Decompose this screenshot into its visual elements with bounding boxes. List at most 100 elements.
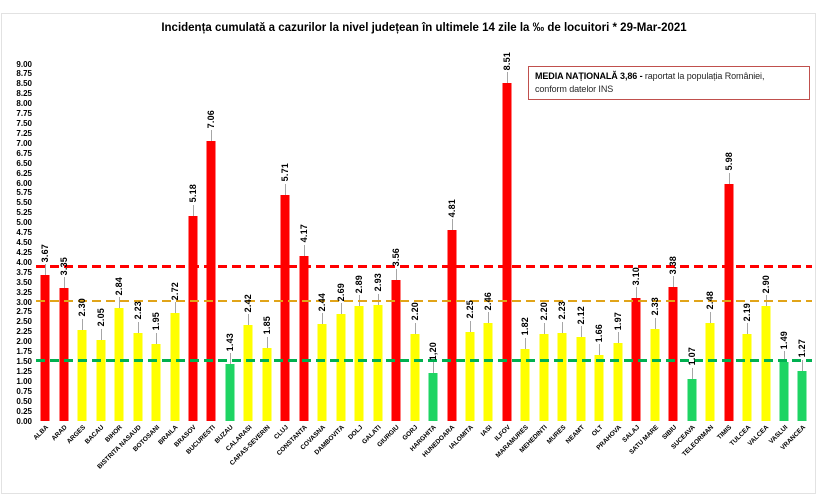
bar-value-label: 3.56 <box>391 248 402 267</box>
bar-value-label: 1.27 <box>797 339 808 358</box>
national-average-line1: MEDIA NAȚIONALĂ 3,86 - raportat la popul… <box>535 70 803 83</box>
y-axis-tick: 2.00 <box>16 337 32 347</box>
bar-column-timis: 5.98 TIMIS <box>716 64 737 441</box>
bar <box>280 194 290 421</box>
y-axis-tick: 0.50 <box>16 396 32 406</box>
y-axis-tick: 3.75 <box>16 267 32 277</box>
bar-value-label: 1.66 <box>594 323 605 343</box>
label-leader-line <box>710 311 712 323</box>
bar <box>262 347 272 421</box>
label-leader-line <box>248 314 250 326</box>
y-axis-tick: 2.50 <box>16 317 32 327</box>
label-leader-line <box>488 312 490 324</box>
bar <box>133 332 143 421</box>
y-axis-tick: 1.75 <box>16 347 32 357</box>
bar <box>687 378 697 421</box>
bar-value-label: 2.12 <box>575 305 586 324</box>
bar <box>188 215 198 421</box>
chart-title: Incidența cumulată a cazurilor la nivel … <box>161 22 687 34</box>
bar-column-salaj: 3.10 SALAJ <box>621 64 645 444</box>
bar-column-bistrita-nasaud: 2.23 BISTRITA NASAUD <box>96 64 146 470</box>
label-leader-line <box>229 353 231 365</box>
bar <box>465 331 475 421</box>
bar-column-tulcea: 2.19 TULCEA <box>728 64 756 448</box>
bar-column-maramures: 1.82 MARAMURES <box>495 64 534 459</box>
y-axis-tick: 8.75 <box>16 69 32 79</box>
bar-value-label: 5.98 <box>723 152 734 171</box>
y-axis-tick: 8.50 <box>16 79 32 89</box>
bar-column-braila: 2.72 BRAILA <box>157 64 183 447</box>
y-axis-tick: 2.25 <box>16 327 32 337</box>
bar-column-harghita: 1,20 HARGHITA <box>409 64 442 453</box>
bar-value-label: 2.33 <box>649 297 660 316</box>
bar <box>576 336 586 421</box>
label-leader-line <box>580 325 582 337</box>
label-leader-line <box>340 303 342 315</box>
label-leader-line <box>543 322 545 334</box>
label-leader-line <box>211 129 213 141</box>
y-axis-tick: 6.75 <box>16 148 32 158</box>
bar <box>59 288 69 421</box>
bar-value-label: 3.10 <box>631 266 642 286</box>
bar <box>96 339 106 421</box>
label-leader-line <box>451 219 453 231</box>
label-leader-line <box>654 317 656 329</box>
bar-column-constanta: 4.17 CONSTANTA <box>276 64 313 457</box>
y-axis-tick: 0.25 <box>16 406 32 416</box>
y-axis-tick: 4.50 <box>16 238 32 247</box>
bar-value-label: 2.90 <box>760 274 771 293</box>
y-axis-tick: 2.75 <box>16 307 32 317</box>
bar-column-vaslui: 1.49 VASLUI <box>767 64 793 446</box>
y-axis-tick: 3.50 <box>16 277 32 287</box>
bar <box>299 255 309 421</box>
bar-value-label: 3.38 <box>668 255 679 274</box>
bar-column-ilfov: 8.51 ILFOV <box>493 52 516 442</box>
bar-value-label: 2.19 <box>742 302 753 322</box>
bar <box>557 332 567 421</box>
bar-value-label: 1.07 <box>686 347 697 366</box>
label-leader-line <box>728 172 730 184</box>
bar-column-neamt: 2.12 NEAMT <box>564 64 590 446</box>
bar-value-label: 1.97 <box>612 311 623 330</box>
y-axis-tick: 0.00 <box>16 416 32 426</box>
bar-value-label: 2.93 <box>372 273 383 292</box>
bar <box>243 325 253 421</box>
bar <box>650 328 660 421</box>
bar-column-bihor: 2.84 BIHOR <box>104 64 128 444</box>
bar-column-vrancea: 1.27 VRANCEA <box>780 64 811 451</box>
y-axis-tick: 7.50 <box>16 119 32 128</box>
bar-column-dolj: 2.89 DOLJ <box>347 64 368 441</box>
y-axis-tick: 3.00 <box>16 297 32 307</box>
bar-column-satu-mare: 2.33 SATU MARE <box>628 64 663 456</box>
bar <box>797 370 807 421</box>
label-leader-line <box>119 297 121 309</box>
bar-value-label: 1,20 <box>428 342 439 361</box>
bar <box>742 334 752 421</box>
bar-value-label: 2.25 <box>465 300 476 319</box>
label-leader-line <box>266 336 268 348</box>
bar-value-label: 2.46 <box>483 292 494 311</box>
label-leader-line <box>562 321 564 333</box>
bar-value-label: 2.05 <box>95 308 106 327</box>
bar-value-label: 2.72 <box>169 281 180 301</box>
bar <box>40 275 50 421</box>
bar-value-label: 1.95 <box>151 312 162 331</box>
y-axis-tick: 6.50 <box>16 158 32 168</box>
bar-column-giurgiu: 3.56 GIURGIU <box>376 64 405 448</box>
y-axis-tick: 7.25 <box>16 128 32 138</box>
bar-column-valcea: 2.90 VALCEA <box>747 64 774 448</box>
bar-value-label: 5.18 <box>187 184 198 203</box>
bar-value-label: 1.82 <box>520 317 531 336</box>
bar <box>779 361 789 421</box>
bar <box>225 364 235 421</box>
bar <box>520 348 530 421</box>
label-leader-line <box>174 302 176 314</box>
label-leader-line <box>691 367 693 379</box>
bar-column-galati: 2.93 GALATI <box>361 64 386 445</box>
bar-value-label: 4.81 <box>446 198 457 218</box>
bar <box>391 279 401 421</box>
bar <box>151 343 161 421</box>
county-label: ALBA <box>32 424 51 442</box>
y-axis-tick: 5.25 <box>16 208 32 218</box>
bar-value-label: 7.06 <box>206 109 217 128</box>
